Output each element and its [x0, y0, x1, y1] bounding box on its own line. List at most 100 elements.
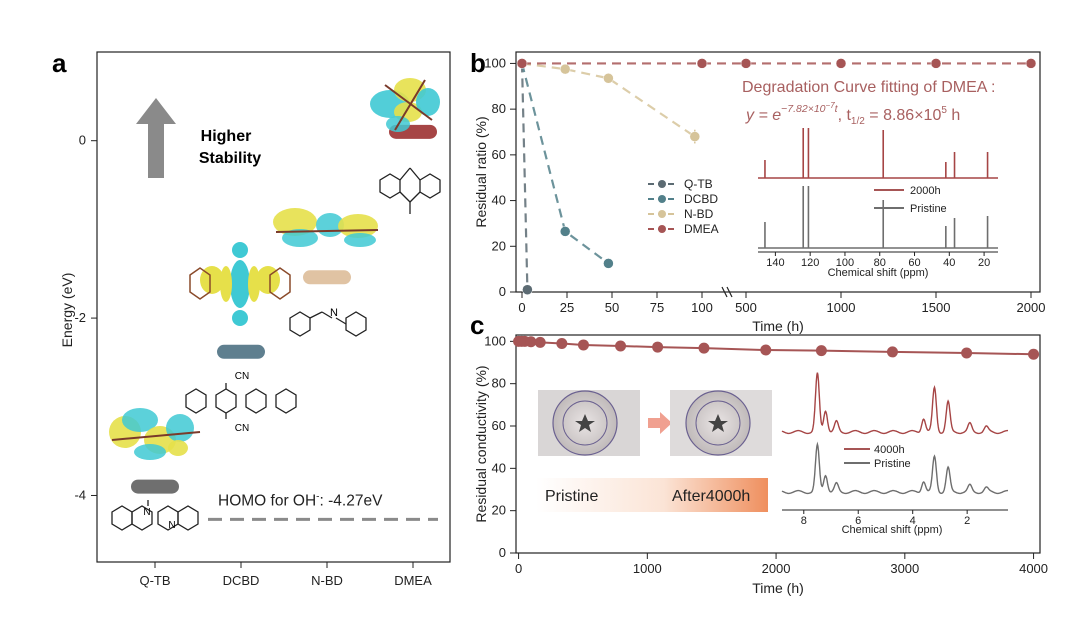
b-xtick-label: 0 [518, 300, 525, 315]
panel-c-points [513, 335, 1040, 360]
b-ytick-label: 20 [492, 238, 506, 253]
c-xtick-label: 4000 [1019, 561, 1048, 576]
dcbd-cn-bottom: CN [235, 423, 249, 434]
spectrum-pristine [781, 441, 1008, 495]
series-line-q-tb [520, 63, 529, 290]
dmea-structure [379, 167, 441, 214]
qtb-n-label: N [168, 520, 175, 531]
inset-c-legend-1: 4000h [874, 444, 905, 456]
inset-b-xtick-label: 40 [943, 257, 955, 269]
panel-b-letter: b [470, 48, 486, 78]
dcbd-orbital-image [189, 242, 291, 326]
inset-b-xtick-label: 20 [978, 257, 990, 269]
inset-c-legend-2: Pristine [874, 458, 911, 470]
point-n-bd [603, 73, 614, 84]
inset-b-spectra [758, 128, 998, 249]
point-dmea [577, 339, 589, 351]
inset-c-xtick-label: 4 [910, 515, 916, 527]
legend-marker-dcbd [658, 195, 666, 203]
point-dmea [815, 345, 827, 357]
higher-stability-arrow [136, 98, 176, 178]
c-xtick-label: 3000 [890, 561, 919, 576]
inset-c-spectra [781, 372, 1008, 495]
a-ytick-label: -2 [74, 310, 86, 325]
a-ytick-label: -4 [74, 487, 86, 502]
c-ytick-label: 60 [492, 418, 506, 433]
point-dmea [556, 337, 568, 349]
a-xtick-label: DMEA [394, 573, 432, 588]
point-dmea [534, 336, 546, 348]
inset-b-ticks: 140 120 100 80 60 40 20 [766, 252, 990, 269]
panel-c-series-lines [518, 340, 1034, 356]
b-ytick-label: 80 [492, 101, 506, 116]
c-xtick-label: 2000 [762, 561, 791, 576]
c-ytick-label: 80 [492, 376, 506, 391]
panel-c-xlabel: Time (h) [752, 580, 804, 596]
c-ytick-label: 100 [484, 333, 506, 348]
panel-a-ylabel: Energy (eV) [59, 273, 75, 348]
point-n-bd [559, 63, 571, 75]
panel-a: a Energy (eV) 0 -2 -4 Q-TB DCBD N-BD DMEA Hig… [52, 48, 451, 588]
panel-c-frame [515, 334, 1041, 554]
c-ytick-label: 20 [492, 503, 506, 518]
point-dmea [740, 58, 752, 69]
dcbd-structure [185, 383, 297, 419]
fit-equation: y = e−7.82×10−7t, t1/2 = 8.86×105 h [745, 101, 960, 127]
nbd-structure [289, 311, 367, 337]
point-dmea [1028, 348, 1040, 360]
b-ytick-label: 100 [484, 55, 506, 70]
nbd-n-label: N [330, 307, 338, 319]
fit-title: Degradation Curve fitting of DMEA : [742, 79, 995, 96]
b-xtick-label: 2000 [1017, 300, 1046, 315]
b-xtick-label: 500 [735, 300, 757, 315]
b-ytick-label: 40 [492, 193, 506, 208]
inset-b-xtick-label: 140 [766, 257, 784, 269]
point-dmea [1025, 58, 1037, 69]
c-ytick-label: 0 [499, 545, 506, 560]
panel-c-ylabel: Residual conductivity (%) [473, 365, 489, 522]
banner-after-label: After4000h [672, 488, 750, 505]
inset-c-xtick-label: 8 [801, 515, 807, 527]
inset-c-xtick-label: 2 [964, 515, 970, 527]
point-dmea [516, 58, 528, 69]
inset-b-legend-2: Pristine [910, 203, 947, 215]
legend-label-n-bd: N-BD [684, 207, 714, 221]
panel-a-frame [96, 51, 451, 563]
inset-c-xtick-label: 6 [855, 515, 861, 527]
c-ytick-label: 40 [492, 460, 506, 475]
point-dcbd [559, 226, 571, 237]
c-xtick-label: 0 [515, 561, 522, 576]
point-dmea [615, 340, 627, 352]
higher-label: Higher [201, 128, 252, 145]
point-dmea [835, 58, 847, 69]
panel-b-inset: 140 120 100 80 60 40 20 2000h Pristine Chemica… [758, 128, 998, 279]
point-dmea [652, 341, 664, 353]
inset-c-xlabel: Chemical shift (ppm) [842, 524, 943, 536]
point-n-bd [689, 131, 701, 142]
inset-b-xtick-label: 120 [801, 257, 819, 269]
after-photo [670, 390, 772, 456]
a-xtick-label: Q-TB [139, 573, 170, 588]
legend-label-dmea: DMEA [684, 222, 719, 236]
arrow-to-after [648, 412, 672, 434]
energy-level-dcbd [217, 344, 265, 359]
a-ytick-label: 0 [79, 133, 86, 148]
b-ytick-label: 60 [492, 147, 506, 162]
pristine-photo [538, 390, 640, 456]
point-q-tb [522, 284, 533, 295]
inset-b-xtick-label: 100 [836, 257, 854, 269]
dmea-orbital-image [370, 78, 440, 132]
point-dmea [886, 346, 898, 358]
qtb-nplus-label: N [143, 507, 150, 518]
point-dmea [696, 58, 708, 69]
stability-label: Stability [199, 150, 261, 167]
b-xtick-label: 75 [650, 300, 664, 315]
panel-c-inset: 8 6 4 2 4000h Pristine Chemical shift (ppm) [781, 372, 1008, 536]
panel-b-frame [515, 51, 1041, 293]
inset-b-legend-1: 2000h [910, 185, 941, 197]
energy-level-q-tb [131, 479, 179, 494]
b-ytick-label: 0 [499, 284, 506, 299]
inset-b-xlabel: Chemical shift (ppm) [828, 267, 929, 279]
